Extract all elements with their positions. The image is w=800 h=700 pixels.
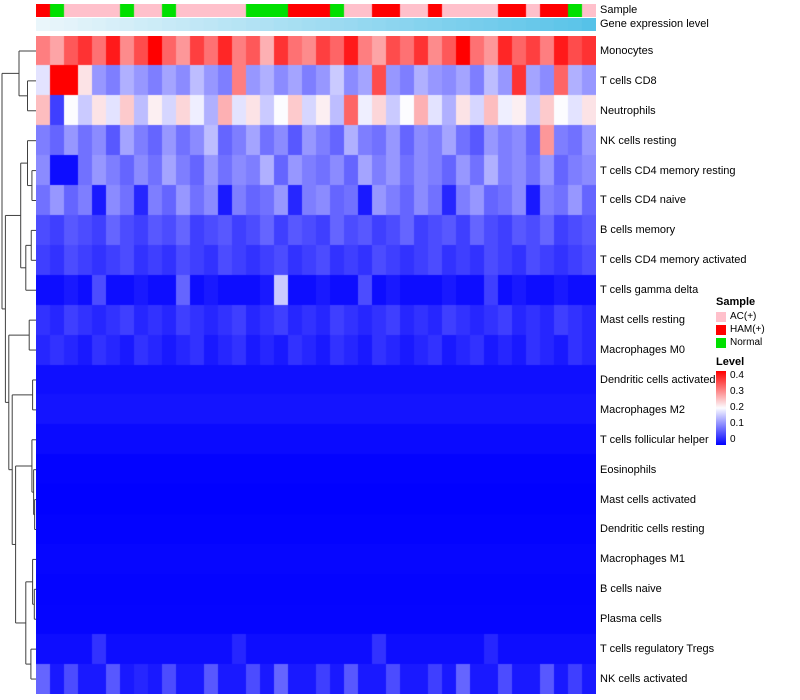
level-tick-labels: 0.4 0.3 0.2 0.1 0 <box>730 371 744 445</box>
heatmap-canvas <box>36 36 596 694</box>
row-label: Monocytes <box>600 44 654 57</box>
row-label: T cells CD8 <box>600 74 657 87</box>
legend: Sample AC(+) HAM(+) Normal Level 0.4 0.3 0.2… <box>716 296 800 445</box>
level-legend-title: Level <box>716 356 745 368</box>
row-label: Macrophages M2 <box>600 403 685 416</box>
legend-color-swatch <box>716 311 726 322</box>
level-tick-label: 0.4 <box>730 370 744 381</box>
row-label: Dendritic cells resting <box>600 523 705 536</box>
level-tick-label: 0 <box>730 434 736 445</box>
row-label: T cells follicular helper <box>600 433 709 446</box>
row-label: Neutrophils <box>600 104 656 117</box>
row-label: Eosinophils <box>600 463 657 476</box>
row-label: T cells CD4 naive <box>600 194 686 207</box>
level-legend: Level 0.4 0.3 0.2 0.1 0 <box>716 356 800 445</box>
row-label: B cells naive <box>600 583 662 596</box>
row-dendrogram <box>1 50 36 680</box>
row-label: T cells regulatory Tregs <box>600 643 715 656</box>
level-tick-label: 0.3 <box>730 386 744 397</box>
legend-item-label: HAM(+) <box>730 324 765 335</box>
row-label: Mast cells activated <box>600 493 696 506</box>
sample-legend-title: Sample <box>716 296 756 308</box>
legend-color-swatch <box>716 337 726 348</box>
legend-color-swatch <box>716 324 726 335</box>
legend-item-label: Normal <box>730 337 763 348</box>
level-tick-label: 0.1 <box>730 418 744 429</box>
sample-annotation-label: Sample <box>600 4 638 16</box>
row-label: Macrophages M0 <box>600 344 685 357</box>
level-gradient-bar <box>716 371 726 445</box>
row-label: Plasma cells <box>600 613 662 626</box>
gene-expression-annotation-bar <box>36 18 596 31</box>
sample-legend-item: AC(+) <box>716 311 800 322</box>
sample-annotation-bar <box>36 4 596 17</box>
row-label: NK cells resting <box>600 134 677 147</box>
row-label: Mast cells resting <box>600 314 685 327</box>
row-label: Dendritic cells activated <box>600 373 716 386</box>
sample-legend-item: Normal <box>716 337 800 348</box>
row-labels: Monocytes T cells CD8 Neutrophils NK cells … <box>600 36 796 694</box>
row-label: B cells memory <box>600 224 676 237</box>
row-label: NK cells activated <box>600 672 688 685</box>
legend-item-label: AC(+) <box>730 311 757 322</box>
sample-legend-items: AC(+) HAM(+) Normal <box>716 311 800 348</box>
level-tick-label: 0.2 <box>730 402 744 413</box>
row-label: Macrophages M1 <box>600 553 685 566</box>
gene-annotation-label: Gene expression level <box>600 18 709 30</box>
row-label: T cells CD4 memory resting <box>600 164 736 177</box>
row-label: T cells gamma delta <box>600 284 699 297</box>
row-label: T cells CD4 memory activated <box>600 254 747 267</box>
sample-legend-item: HAM(+) <box>716 324 800 335</box>
